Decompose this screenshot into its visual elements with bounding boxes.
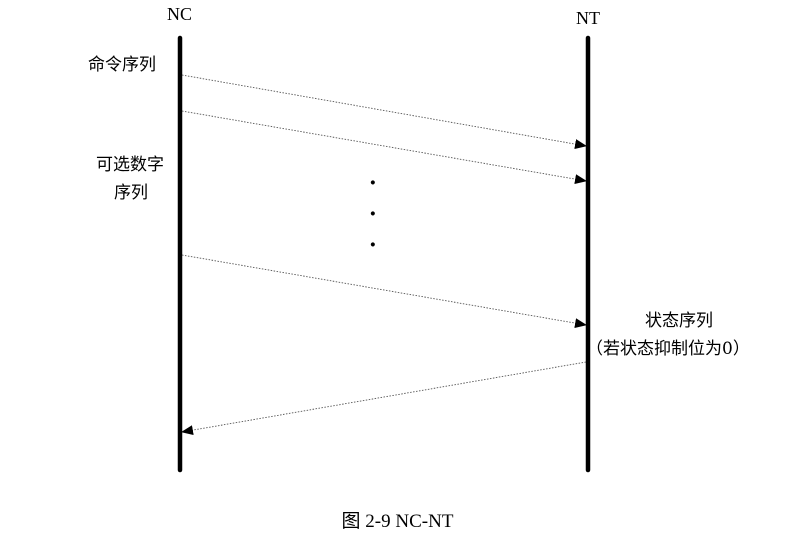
command-arrow	[181, 74, 587, 150]
status-sequence-label: 状态序列	[645, 311, 713, 331]
nt-label: NT	[576, 8, 600, 28]
data-arrow-last	[181, 254, 587, 329]
status-condition-label: （若状态抑制位为0）	[586, 339, 750, 359]
ellipsis-dot-2: ·	[369, 201, 377, 227]
optional-data-label-line2: 序列	[114, 183, 148, 203]
ellipsis-dot-3: ·	[369, 232, 377, 258]
data-arrow-1	[181, 110, 587, 185]
figure-caption: 图 2-9 NC-NT	[341, 511, 454, 532]
status-arrow	[181, 361, 587, 436]
optional-data-label-line1: 可选数字	[96, 155, 164, 175]
ellipsis-dot-1: ·	[369, 170, 377, 196]
command-sequence-label: 命令序列	[88, 55, 156, 75]
nc-label: NC	[167, 4, 193, 24]
